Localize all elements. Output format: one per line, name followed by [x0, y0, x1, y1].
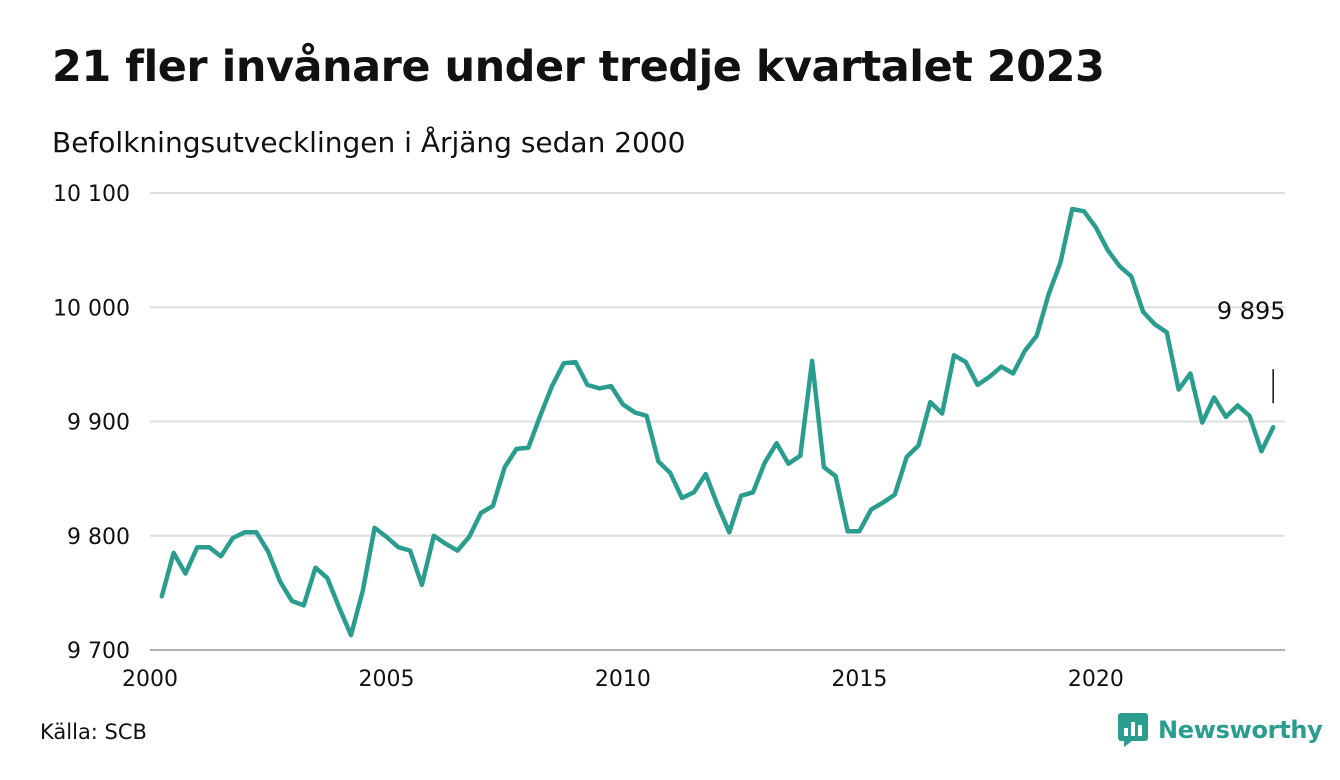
chart-title: 21 fler invånare under tredje kvartalet … [52, 42, 1105, 92]
brand-logo: Newsworthy [1118, 713, 1323, 747]
source-credit: Källa: SCB [40, 720, 147, 744]
y-tick-label: 10 100 [53, 182, 130, 207]
y-tick-label: 9 900 [67, 411, 130, 436]
annotation-label: 9 895 [1217, 297, 1286, 325]
x-tick-label: 2015 [831, 667, 887, 692]
y-axis-ticks: 9 700 9 800 9 900 10 000 10 100 [53, 182, 130, 664]
series-line [159, 206, 1276, 638]
x-tick-label: 2020 [1068, 667, 1124, 692]
newsworthy-logo-icon [1118, 713, 1148, 747]
brand-name: Newsworthy [1158, 716, 1323, 744]
y-tick-label: 9 800 [67, 525, 130, 550]
gridlines [150, 192, 1285, 651]
y-tick-label: 9 700 [67, 639, 130, 664]
chart-subtitle: Befolkningsutvecklingen i Årjäng sedan 2… [52, 126, 686, 159]
x-tick-label: 2010 [595, 667, 651, 692]
x-axis-ticks: 2000 2005 2010 2015 2020 [122, 667, 1124, 692]
x-tick-label: 2000 [122, 667, 178, 692]
line-chart: 9 700 9 800 9 900 10 000 10 100 2000 2005 2010… [53, 182, 1286, 692]
y-tick-label: 10 000 [53, 296, 130, 321]
x-tick-label: 2005 [358, 667, 414, 692]
